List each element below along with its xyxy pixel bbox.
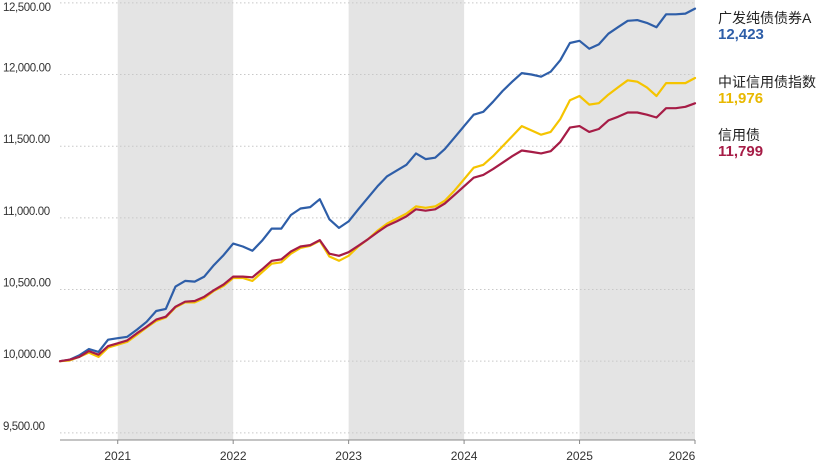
legend-value-index: 11,976 <box>718 90 764 107</box>
legend-value-credit: 11,799 <box>718 143 764 160</box>
legend-name-index: 中证信用债指数 <box>718 74 816 90</box>
legend-value-fund: 12,423 <box>718 26 764 43</box>
y-tick-label: 12,000.00 <box>3 63 51 75</box>
x-tick-label: 2022 <box>220 449 247 463</box>
y-axis-ticks: 9,500.00 10,000.00 10,500.00 11,000.00 11,50… <box>3 2 51 433</box>
shaded-band-1 <box>117 0 234 440</box>
x-tick-label: 2024 <box>451 449 478 463</box>
y-tick-label: 12,500.00 <box>3 2 51 14</box>
legend-item-index: 中证信用债指数 11,976 <box>718 74 816 108</box>
y-tick-label: 10,000.00 <box>3 349 51 361</box>
series-line-1 <box>58 7 697 363</box>
y-tick-label: 11,000.00 <box>3 206 50 218</box>
y-tick-label: 9,500.00 <box>3 421 45 433</box>
series-lines <box>58 7 697 363</box>
shaded-band-2 <box>348 0 465 440</box>
shaded-band-3 <box>579 0 695 440</box>
series-line-3 <box>58 102 697 363</box>
x-axis-ticks: 2021 2022 2023 2024 2025 2026 <box>104 440 696 463</box>
x-tick-label: 2026 <box>669 449 696 463</box>
legend-item-credit: 信用债 11,799 <box>718 127 763 161</box>
legend-name-credit: 信用债 <box>718 127 760 143</box>
shaded-year-bands <box>117 0 695 440</box>
y-tick-label: 11,500.00 <box>3 134 50 146</box>
x-tick-label: 2025 <box>566 449 593 463</box>
x-tick-label: 2021 <box>104 449 131 463</box>
gridlines <box>60 2 695 434</box>
legend-name-fund: 广发纯债债券A <box>718 10 812 26</box>
y-tick-label: 10,500.00 <box>3 278 51 290</box>
legend-item-fund: 广发纯债债券A 12,423 <box>718 10 811 44</box>
x-tick-label: 2023 <box>335 449 362 463</box>
